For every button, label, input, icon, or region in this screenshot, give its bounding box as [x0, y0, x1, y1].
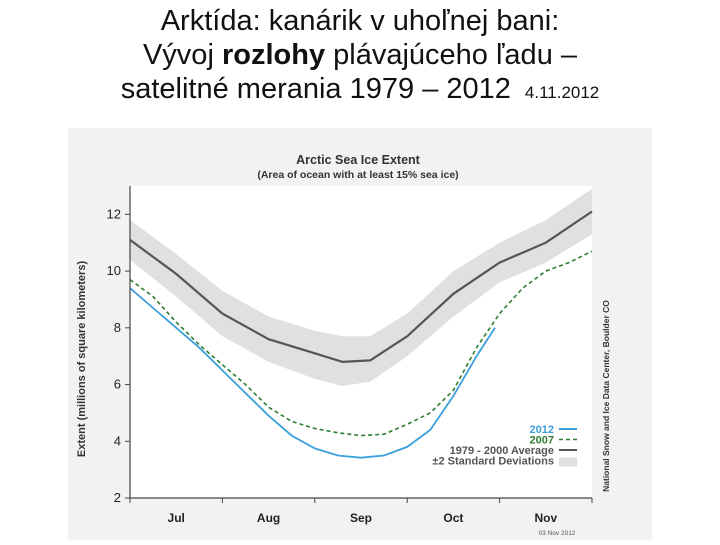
y-axis-label: Extent (millions of square kilometers) — [76, 261, 88, 458]
x-tick-label: Nov — [534, 511, 557, 525]
title-line-3-text: satelitné merania 1979 – 2012 — [120, 73, 511, 105]
title-line-3: satelitné merania 1979 – 2012 4.11.2012 — [0, 72, 720, 110]
std-dev-band — [130, 188, 592, 386]
y-tick-label: 12 — [107, 206, 121, 221]
series-line-2012 — [129, 287, 496, 459]
series-line-2007 — [129, 250, 593, 437]
date-stamp: 03 Nov 2012 — [539, 530, 576, 537]
legend-label: ±2 Standard Deviations — [432, 456, 554, 468]
sea-ice-chart: Arctic Sea Ice Extent (Area of ocean wit… — [76, 153, 611, 537]
chart-figure: Arctic Sea Ice Extent (Area of ocean wit… — [68, 128, 652, 540]
slide-date: 4.11.2012 — [524, 83, 600, 102]
title-line-2: Vývoj rozlohy plávajúceho ľadu – — [0, 38, 720, 72]
chart-subtitle: (Area of ocean with at least 15% sea ice… — [257, 169, 458, 181]
x-tick-label: Oct — [443, 511, 463, 525]
x-tick-label: Jul — [168, 511, 185, 525]
y-tick-label: 4 — [114, 433, 121, 448]
y-tick-label: 2 — [114, 490, 121, 505]
series-line-1979-2000-average — [129, 210, 593, 364]
title-line-2-pre: Vývoj — [142, 39, 222, 71]
slide-title: Arktída: kanárik v uhoľnej bani: Vývoj r… — [0, 4, 720, 110]
legend-label: 2007 — [530, 435, 554, 447]
y-tick-label: 8 — [114, 320, 121, 335]
x-tick-label: Aug — [257, 511, 280, 525]
title-line-1: Arktída: kanárik v uhoľnej bani: — [160, 5, 560, 37]
y-tick-label: 10 — [107, 263, 121, 278]
legend-swatch — [559, 457, 577, 467]
legend-label: 1979 - 2000 Average — [450, 445, 554, 457]
y-tick-label: 6 — [114, 377, 121, 392]
title-line-2-bold: rozlohy — [221, 39, 326, 71]
x-tick-label: Sep — [350, 511, 372, 525]
chart-title: Arctic Sea Ice Extent — [296, 153, 421, 167]
credit-text: National Snow and Ice Data Center, Bould… — [601, 300, 611, 492]
legend-label: 2012 — [530, 424, 554, 436]
title-line-2-post: plávajúceho ľadu – — [325, 39, 578, 71]
